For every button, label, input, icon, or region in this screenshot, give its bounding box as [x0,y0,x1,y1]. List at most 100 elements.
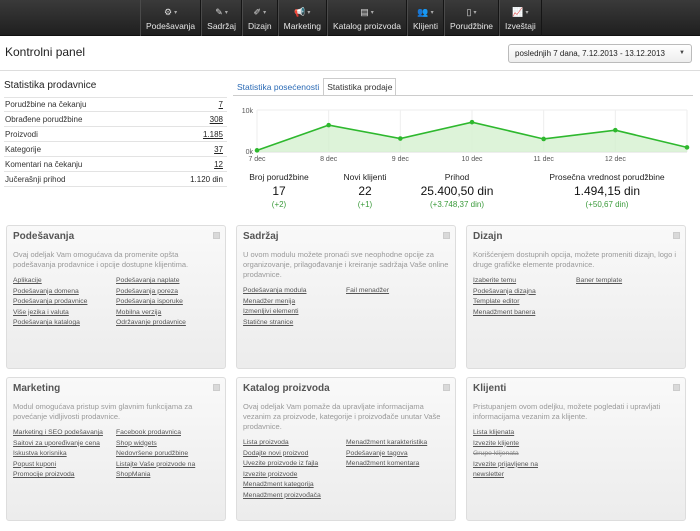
stats-row: Proizvodi 1.185 [4,127,227,142]
document-icon: ▯ [466,6,472,17]
panel-link[interactable]: Podešavanje tagova [346,449,408,457]
nav-icon-wrap: 📈 ▾ [512,6,528,19]
panel-links-column: Facebook prodavnica Shop widgets Nedovršen… [116,428,219,481]
users-icon: 👥 [417,6,429,17]
panel-toggle-icon[interactable] [443,232,450,239]
panel-title: Katalog proizvoda [243,383,330,394]
panel-link[interactable]: Template editor [473,298,520,305]
panel-link[interactable]: Podešavanja prodavnice [13,298,88,305]
panel-links-column: Menadžment karakteristika Podešavanje tag… [346,438,449,501]
data-point [326,122,331,128]
panel-link[interactable]: Podešavanja dizajna [473,287,536,295]
panel-links-column: Lista proizvoda Dodajte novi proizvod Uvez… [243,438,346,501]
panel-link[interactable]: Više jezika i valuta [13,308,69,316]
x-tick-label: 7 dec [248,156,266,163]
panel-link[interactable]: Podešavanja modula [243,287,307,294]
panel-link[interactable]: Facebook prodavnica [116,429,181,436]
panel-link[interactable]: Lista proizvoda [243,439,289,446]
panel-link[interactable]: Podešavanja kataloga [13,319,80,326]
nav-item-klijenti[interactable]: 👥 ▾ Klijenti [406,0,445,36]
stats-value[interactable]: 1.185 [202,129,223,139]
panel-link[interactable]: Promocije proizvoda [13,471,75,478]
panel-link[interactable]: Mobilna verzija [116,308,162,316]
pencil-icon: ✎ [215,6,223,17]
gears-icon: ⚙ [164,6,173,17]
kpi-delta: (+1) [357,200,373,209]
panel-link[interactable]: Menadžment proizvođača [243,491,321,499]
panel-link[interactable]: Podešavanja poreza [116,287,178,295]
panel-link[interactable]: Saitovi za upoređivanje cena [13,439,100,447]
stats-value[interactable]: 308 [209,114,223,124]
nav-item-marketing[interactable]: 📢 ▾ Marketing [277,0,327,36]
panel-link[interactable]: Dodajte novi proizvod [243,449,309,457]
caret-down-icon: ▾ [174,9,178,16]
nav-item-katalog-proizvoda[interactable]: ▤ ▾ Katalog proizvoda [326,0,407,36]
stats-value[interactable]: 37 [214,144,223,154]
stats-value[interactable]: 7 [218,100,223,109]
panel-link[interactable]: Uvezite proizvode iz fajla [243,460,319,467]
date-range-select[interactable]: poslednjih 7 dana, 7.12.2013 - 13.12.201… [508,44,692,63]
panel-links-column: Baner template [576,276,679,318]
panel-link[interactable]: Fail menadžer [346,287,390,294]
nav-item-dizajn[interactable]: ✐ ▾ Dizajn [241,0,278,36]
panel-link[interactable]: Listajte Vaše proizvode na [116,460,196,468]
panel-link[interactable]: Nedovršene porudžbine [116,450,189,457]
brush-icon: ✐ [253,6,262,17]
nav-item-izve-taji[interactable]: 📈 ▾ Izveštaji [499,0,542,36]
panel-link[interactable]: Podešavanja isporuke [116,298,183,305]
kpi-label: Broj porudžbine [249,172,309,182]
nav-icon-wrap: ▤ ▾ [360,6,374,19]
kpi-block: Broj porudžbine 17 (+2) [249,172,309,209]
panel-link[interactable]: Baner template [576,277,623,284]
panel-link[interactable]: Menadžment banera [473,308,536,316]
nav-icon-wrap: ▯ ▾ [467,6,477,19]
panel-link[interactable]: Izaberite temu [473,277,517,284]
panel-link[interactable]: Grupe klijenata [473,450,519,457]
caret-down-icon: ▾ [430,9,434,16]
nav-label: Sadržaj [207,20,236,31]
nav-item-pode-avanja[interactable]: ⚙ ▾ Podešavanja [140,0,202,36]
nav-item-sadr-aj[interactable]: ✎ ▾ Sadržaj [201,0,242,36]
panel-toggle-icon[interactable] [673,384,680,391]
panel-link[interactable]: Održavanje prodavnice [116,319,186,326]
panel-description: Ovaj odeljak Vam omogućava da promenite … [13,250,189,269]
panel-link[interactable]: ShopMania [116,471,151,478]
data-point [398,136,403,141]
panel-toggle-icon[interactable] [213,232,220,239]
panel-toggle-icon[interactable] [673,232,680,239]
panel-link[interactable]: Podešavanja naplate [116,277,180,284]
panel-link[interactable]: Aplikacije [13,277,42,284]
panel-link[interactable]: Podešavanja domena [13,287,79,295]
panel-link[interactable]: Menadžment karakteristika [346,439,428,446]
panel-link[interactable]: Shop widgets [116,439,157,447]
panel-link[interactable]: Menadžer menija [243,297,296,305]
nav-item-porud-bine[interactable]: ▯ ▾ Porudžbine [444,0,500,36]
panel-title: Marketing [13,383,61,394]
tab-visit-stats[interactable]: Statistika posećenosti [237,82,320,92]
panel-link[interactable]: Statične stranice [243,318,294,326]
panel-toggle-icon[interactable] [443,384,450,391]
series-area [257,122,687,152]
panel-link[interactable]: Lista klijenata [473,429,515,436]
panel-link[interactable]: Izvezite prijavljene na [473,460,538,468]
panel-link[interactable]: Iskustva korisnika [13,450,67,457]
panel-link[interactable]: Menadžment komentara [346,460,420,467]
data-point [541,136,546,142]
stats-row: Obrađene porudžbine 308 [4,112,227,127]
data-point [469,119,475,125]
panel-link[interactable]: newsletter [473,471,504,478]
panel-link[interactable]: Izvezite klijente [473,439,520,447]
tab-sales-stats[interactable]: Statistika prodaje [323,78,397,96]
panel-description: Ovaj odeljak Vam pomaže da upravljate in… [243,402,441,431]
date-range-value: poslednjih 7 dana, 7.12.2013 - 13.12.201… [515,49,665,58]
y-tick-label: 10k [242,108,254,115]
panel-dizajn: Dizajn Korišćenjem dostupnih opcija, može… [466,225,686,369]
panel-link[interactable]: Menadžment kategorija [243,481,314,488]
panel-link[interactable]: Popust kuponi [13,460,57,468]
stats-value[interactable]: 12 [214,159,223,169]
panel-link[interactable]: Izmenljivi elementi [243,308,299,315]
panel-link[interactable]: Izvezite proizvode [243,470,298,478]
panel-links: Izaberite temu Podešavanja dizajna Templat… [473,276,679,318]
panel-toggle-icon[interactable] [213,384,220,391]
panel-link[interactable]: Marketing i SEO podešavanja [13,429,103,436]
